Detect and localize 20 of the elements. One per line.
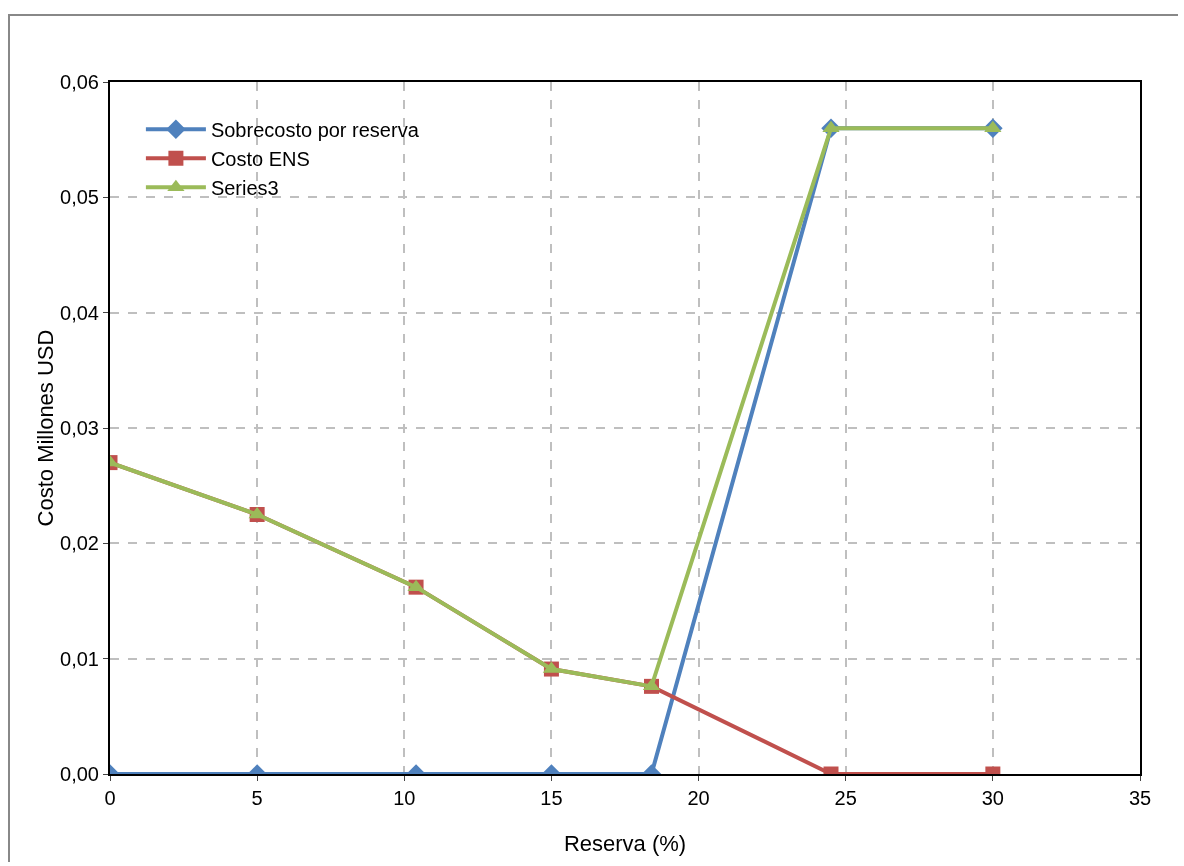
x-tick-label: 5	[251, 787, 263, 809]
x-tick-label: 20	[687, 787, 710, 809]
y-tick-label: 0,03	[60, 417, 99, 439]
y-tick-label: 0,01	[60, 647, 99, 670]
legend-label: Series3	[210, 176, 279, 199]
x-tick-label: 25	[834, 787, 857, 809]
x-tick-label: 0	[104, 787, 116, 809]
y-tick-label: 0,02	[60, 532, 99, 555]
legend-label: Costo ENS	[210, 147, 310, 170]
y-axis-title: Costo Millones USD	[33, 329, 59, 527]
x-tick-label: 10	[393, 787, 416, 809]
y-tick-label: 0,04	[60, 301, 99, 324]
y-tick-label: 0,00	[60, 763, 99, 785]
x-tick-label: 30	[981, 787, 1004, 809]
x-axis-title: Reserva (%)	[563, 831, 687, 856]
legend-label: Sobrecosto por reserva	[210, 118, 420, 141]
y-tick-label: 0,05	[60, 186, 99, 209]
x-tick-label: 35	[1128, 787, 1152, 809]
y-tick-label: 0,06	[60, 71, 99, 93]
x-tick-label: 15	[540, 787, 563, 809]
